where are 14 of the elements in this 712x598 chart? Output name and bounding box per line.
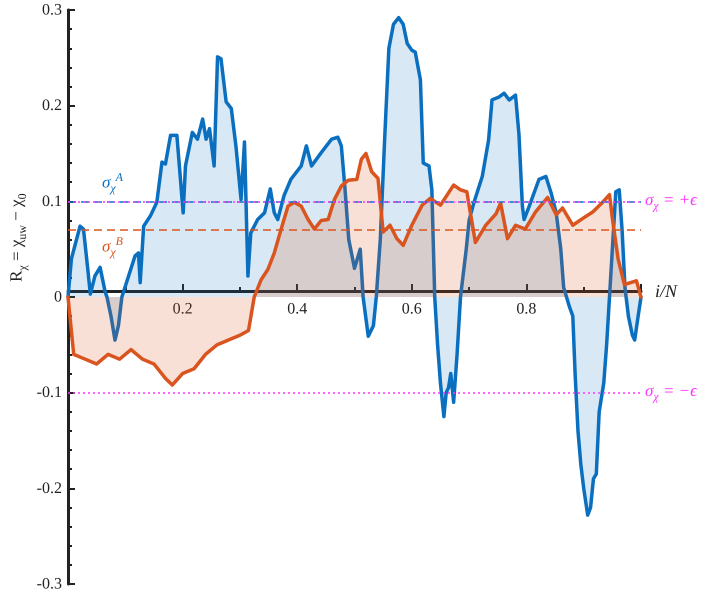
x-tick-label: 0.2 bbox=[172, 300, 193, 318]
y-tick-label: 0.3 bbox=[42, 2, 62, 18]
y-tick-label: 0.2 bbox=[42, 97, 62, 114]
x-tick-label: 0.6 bbox=[402, 300, 422, 318]
y-tick-label: -0.1 bbox=[36, 384, 62, 402]
x-axis-title: i/N bbox=[655, 281, 678, 301]
x-tick-label: 0.8 bbox=[516, 300, 536, 318]
y-tick-label: -0.3 bbox=[36, 576, 62, 592]
y-tick-label: -0.2 bbox=[36, 480, 62, 497]
x-tick-label: 0.4 bbox=[287, 300, 308, 318]
y-tick-label: 0.1 bbox=[42, 192, 62, 210]
ref-line-label: σ$_{χ}$ = +ϵ bbox=[645, 190, 697, 212]
y-tick-label: 0 bbox=[54, 288, 62, 306]
ref-line-label: σ$_{χ}$ = −ϵ bbox=[645, 381, 697, 404]
